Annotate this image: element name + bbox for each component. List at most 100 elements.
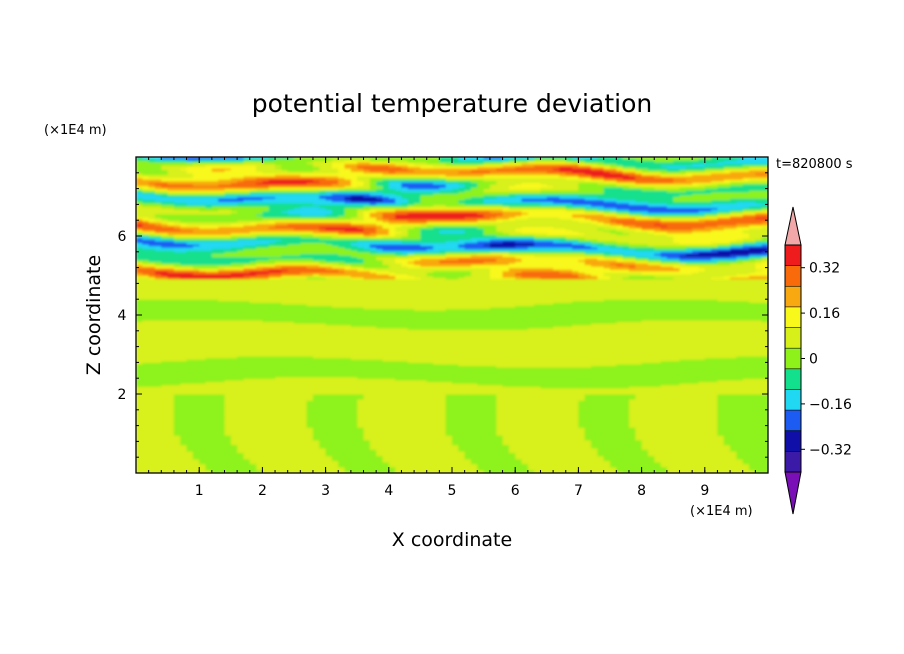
- field-cell: [654, 460, 744, 463]
- field-cell: [357, 164, 390, 168]
- field-cell: [502, 220, 579, 223]
- field-cell: [660, 220, 706, 223]
- field-cell: [572, 229, 605, 232]
- chart-title: potential temperature deviation: [252, 89, 652, 118]
- field-cell: [749, 258, 763, 261]
- field-cell: [660, 174, 693, 177]
- field-cell: [527, 247, 573, 250]
- field-cell: [578, 188, 605, 191]
- field-cell: [534, 242, 573, 245]
- field-cell: [540, 190, 605, 193]
- field-cell: [534, 243, 586, 247]
- field-cell: [136, 365, 497, 368]
- field-cell: [572, 269, 630, 272]
- field-cell: [388, 232, 396, 236]
- field-cell: [268, 187, 346, 190]
- field-cell: [224, 409, 308, 412]
- field-cell: [136, 455, 194, 458]
- field-cell: [584, 232, 617, 236]
- field-cell: [357, 210, 365, 213]
- field-cell: [483, 231, 504, 234]
- field-cell: [622, 247, 655, 250]
- field-cell: [136, 242, 143, 245]
- field-cell: [249, 261, 276, 264]
- field-cell: [641, 442, 725, 446]
- field-cell: [136, 292, 768, 296]
- field-cell: [142, 242, 188, 245]
- field-cell: [357, 166, 403, 169]
- field-cell: [369, 444, 459, 447]
- field-cell: [591, 264, 617, 267]
- field-cell: [584, 179, 605, 182]
- field-cell: [660, 218, 700, 221]
- field-cell: [136, 424, 175, 427]
- field-cell: [136, 294, 768, 297]
- field-cell: [136, 281, 768, 284]
- field-cell: [136, 172, 143, 175]
- field-cell: [136, 360, 162, 363]
- field-cell: [597, 209, 611, 212]
- field-cell: [186, 158, 200, 161]
- field-cell: [616, 183, 636, 187]
- field-cell: [395, 171, 459, 174]
- field-cell: [173, 234, 232, 237]
- field-cell: [136, 322, 327, 326]
- field-cell: [483, 161, 504, 164]
- field-cell: [312, 427, 365, 430]
- field-cell: [281, 266, 308, 269]
- field-cell: [407, 234, 421, 237]
- field-cell: [306, 303, 535, 307]
- field-cell: [205, 205, 213, 209]
- field-cell: [496, 394, 586, 397]
- field-cell: [483, 179, 586, 182]
- field-cell: [382, 359, 681, 362]
- colorbar-label: −0.32: [809, 442, 852, 458]
- field-cell: [445, 256, 516, 259]
- field-cell: [736, 259, 756, 262]
- field-cell: [635, 171, 643, 174]
- field-cell: [224, 397, 314, 400]
- field-cell: [205, 357, 352, 360]
- field-cell: [186, 171, 263, 174]
- field-cell: [742, 177, 768, 180]
- field-cell: [584, 427, 636, 430]
- field-cell: [268, 245, 339, 248]
- field-cell: [136, 278, 768, 281]
- field-cell: [464, 229, 485, 232]
- field-cell: [167, 188, 226, 191]
- field-cell: [464, 231, 485, 234]
- field-cell: [395, 228, 409, 231]
- field-cell: [477, 253, 510, 256]
- field-cell: [578, 401, 630, 405]
- field-cell: [578, 403, 630, 406]
- field-cell: [407, 201, 421, 204]
- field-cell: [224, 403, 308, 406]
- field-cell: [224, 425, 308, 428]
- field-cell: [711, 191, 768, 194]
- field-cell: [224, 267, 245, 270]
- field-cell: [161, 166, 188, 169]
- field-cell: [628, 409, 719, 412]
- field-cell: [161, 234, 175, 237]
- field-cell: [230, 439, 320, 442]
- field-cell: [262, 171, 339, 174]
- field-cell: [192, 174, 276, 177]
- field-cell: [407, 212, 478, 215]
- field-cell: [628, 226, 643, 229]
- field-cell: [477, 221, 592, 224]
- field-cell: [445, 253, 478, 256]
- field-cell: [136, 430, 175, 433]
- field-cell: [540, 202, 573, 205]
- field-cell: [136, 261, 143, 264]
- field-cell: [331, 164, 346, 168]
- field-cell: [136, 275, 150, 278]
- field-cell: [717, 412, 768, 416]
- field-cell: [136, 436, 181, 439]
- field-cell: [180, 438, 232, 441]
- field-cell: [230, 212, 263, 215]
- field-cell: [584, 209, 598, 212]
- field-cell: [173, 409, 226, 412]
- field-cell: [736, 273, 768, 277]
- field-cell: [275, 376, 358, 379]
- field-cell: [173, 401, 226, 405]
